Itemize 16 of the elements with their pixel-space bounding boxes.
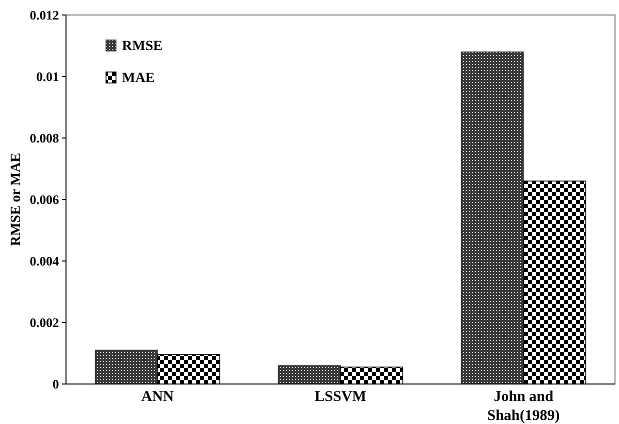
y-tick-label: 0.012 xyxy=(30,8,59,23)
x-tick-label: ANN xyxy=(141,389,174,405)
y-tick-label: 0.002 xyxy=(30,315,59,330)
x-tick-label: John and Shah(1989) xyxy=(487,389,560,424)
bar xyxy=(94,350,158,384)
bar xyxy=(278,365,341,384)
y-tick-label: 0.01 xyxy=(36,69,59,84)
y-tick-label: 0.004 xyxy=(30,254,60,269)
y-tick-label: 0 xyxy=(52,376,59,392)
bar xyxy=(460,52,524,384)
y-axis-title: RMSE or MAE xyxy=(9,152,24,246)
legend-label: MAE xyxy=(122,71,155,86)
legend-label: RMSE xyxy=(122,39,162,54)
x-tick-label: LSSVM xyxy=(314,389,366,405)
y-tick-label: 0.006 xyxy=(30,192,60,208)
y-tick-label: 0.008 xyxy=(30,130,60,146)
